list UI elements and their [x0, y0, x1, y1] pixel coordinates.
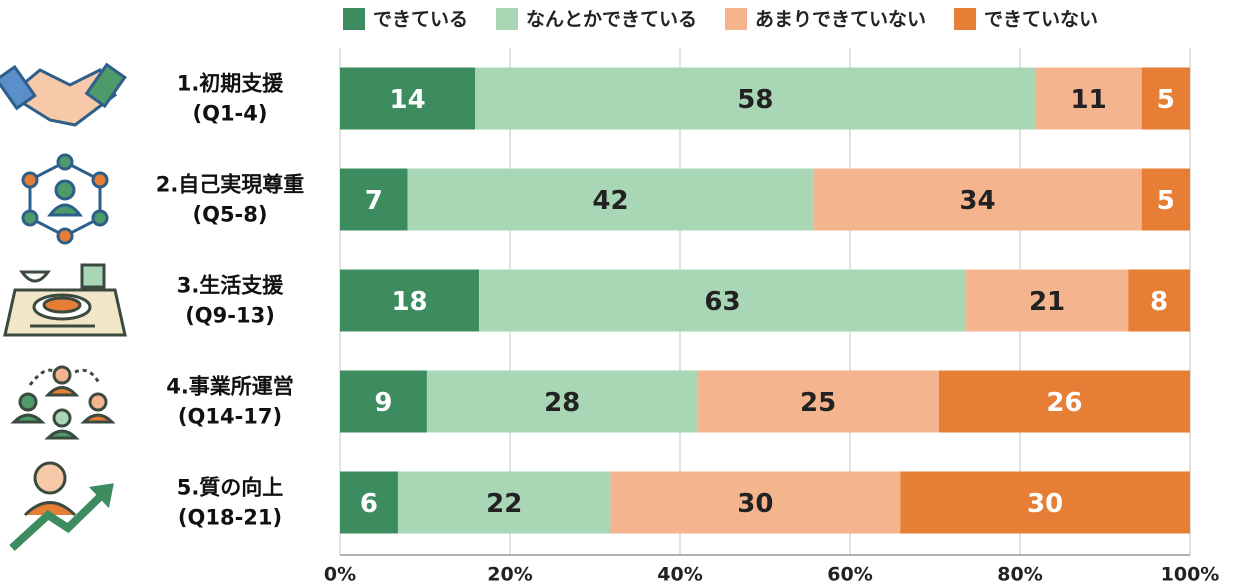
category-label: 5.質の向上 [177, 476, 284, 500]
chart: 0% 20% 40% 60% 80% 100% できている なんとかできている あまりできていな… [0, 0, 1238, 586]
data-label: 34 [959, 186, 995, 216]
category-label: (Q14-17) [178, 405, 282, 429]
legend-swatch [496, 8, 518, 30]
legend-label: できている [373, 9, 468, 31]
data-label: 5 [1157, 85, 1175, 115]
x-tick-label: 60% [827, 564, 872, 586]
data-label: 28 [544, 388, 580, 418]
icons [0, 65, 125, 548]
meal-icon [5, 265, 125, 335]
category-label: (Q18-21) [178, 506, 282, 530]
legend-label: なんとかできている [526, 9, 697, 31]
network-icon [23, 155, 107, 243]
category-label: 3.生活支援 [177, 274, 285, 298]
category-label: (Q5-8) [193, 203, 268, 227]
handshake-icon [0, 65, 125, 125]
data-label: 11 [1070, 85, 1106, 115]
data-label: 7 [365, 186, 383, 216]
data-label: 58 [737, 85, 773, 115]
data-label: 30 [737, 489, 773, 519]
data-label: 30 [1027, 489, 1063, 519]
category-label: (Q9-13) [185, 304, 275, 328]
data-label: 5 [1157, 186, 1175, 216]
data-label: 8 [1150, 287, 1168, 317]
data-label: 9 [374, 388, 392, 418]
category-label: 2.自己実現尊重 [156, 173, 305, 197]
team-icon [14, 367, 112, 438]
data-label: 22 [486, 489, 522, 519]
legend-swatch [343, 8, 365, 30]
data-label: 18 [391, 287, 427, 317]
data-label: 14 [390, 85, 426, 115]
legend-label: あまりできていない [755, 9, 926, 31]
x-tick-label: 0% [324, 564, 356, 586]
x-tick-label: 20% [487, 564, 532, 586]
legend-swatch [725, 8, 747, 30]
category-label: 4.事業所運営 [166, 375, 294, 399]
x-tick-label: 100% [1161, 564, 1220, 586]
growth-icon [12, 463, 112, 548]
legend-swatch [954, 8, 976, 30]
x-tick-label: 40% [657, 564, 702, 586]
data-label: 42 [592, 186, 628, 216]
data-label: 63 [704, 287, 740, 317]
category-label: 1.初期支援 [177, 72, 285, 96]
data-label: 25 [800, 388, 836, 418]
data-label: 6 [360, 489, 378, 519]
data-label: 26 [1046, 388, 1082, 418]
category-label: (Q1-4) [193, 102, 268, 126]
data-label: 21 [1029, 287, 1065, 317]
x-tick-label: 80% [997, 564, 1042, 586]
legend-label: できていない [984, 9, 1098, 31]
